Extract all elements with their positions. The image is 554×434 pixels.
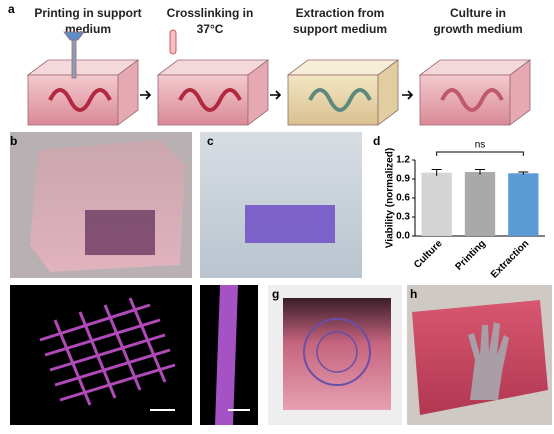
annotation: ns xyxy=(475,140,486,151)
photo-b xyxy=(10,132,192,278)
error-bar xyxy=(518,171,529,175)
panel-label: g xyxy=(272,287,279,301)
photo-f xyxy=(200,285,258,425)
significance-bracket xyxy=(436,151,524,156)
y-tick-label: 0.3 xyxy=(396,212,410,223)
x-tick-label: Culture xyxy=(412,238,445,271)
x-tick-label: Printing xyxy=(453,238,487,272)
panel-label: h xyxy=(410,287,417,301)
y-tick-label: 0.0 xyxy=(396,231,410,242)
step-title: Printing in support xyxy=(34,6,141,20)
photo-h xyxy=(407,285,552,425)
step-title: growth medium xyxy=(433,22,522,36)
step-title: Culture in xyxy=(450,6,506,20)
panel-label: f xyxy=(203,287,208,301)
y-axis-label: Viability (normalized) xyxy=(385,148,396,248)
bar xyxy=(421,172,452,236)
y-tick-label: 1.2 xyxy=(396,155,410,166)
panel-label: a xyxy=(8,2,15,16)
step-title: Extraction from xyxy=(296,6,385,20)
step-illustrations xyxy=(26,29,532,126)
photo-c xyxy=(200,132,362,278)
step-title: Crosslinking in xyxy=(167,6,254,20)
panel-label: c xyxy=(207,134,214,148)
photo-e xyxy=(10,285,192,425)
x-tick-label: Extraction xyxy=(489,238,531,280)
y-tick-label: 0.6 xyxy=(396,193,410,204)
y-tick-label: 0.9 xyxy=(396,174,410,185)
bar xyxy=(508,173,539,236)
bar xyxy=(464,172,496,236)
error-bar xyxy=(475,169,485,175)
panel-label: d xyxy=(373,134,380,148)
error-bar xyxy=(431,169,442,176)
panel-label: b xyxy=(10,134,17,148)
photo-g xyxy=(268,285,402,425)
step-title: support medium xyxy=(293,22,387,36)
panel-label: e xyxy=(10,287,17,301)
step-title: 37°C xyxy=(197,22,224,36)
